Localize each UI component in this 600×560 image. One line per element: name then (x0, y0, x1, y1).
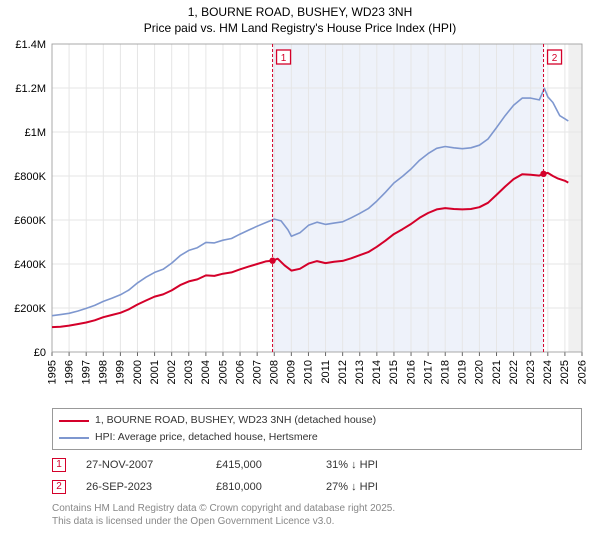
svg-text:1996: 1996 (63, 360, 75, 384)
svg-text:2010: 2010 (303, 360, 315, 384)
legend-label: HPI: Average price, detached house, Hert… (95, 429, 318, 446)
svg-text:1997: 1997 (80, 360, 92, 384)
title-block: 1, BOURNE ROAD, BUSHEY, WD23 3NH Price p… (0, 0, 600, 38)
event-marker: 1 (52, 458, 66, 472)
legend-row: 1, BOURNE ROAD, BUSHEY, WD23 3NH (detach… (59, 412, 575, 429)
svg-text:2019: 2019 (457, 360, 469, 384)
svg-text:2005: 2005 (217, 360, 229, 384)
event-date: 27-NOV-2007 (86, 459, 196, 471)
svg-text:2002: 2002 (166, 360, 178, 384)
svg-text:2020: 2020 (474, 360, 486, 384)
svg-text:1995: 1995 (46, 360, 58, 384)
svg-text:£200K: £200K (14, 303, 46, 315)
svg-text:2013: 2013 (354, 360, 366, 384)
svg-text:2011: 2011 (320, 360, 332, 384)
svg-text:1999: 1999 (115, 360, 127, 384)
svg-text:£600K: £600K (14, 215, 46, 227)
svg-text:£400K: £400K (14, 259, 46, 271)
svg-text:2006: 2006 (234, 360, 246, 384)
svg-text:1998: 1998 (98, 360, 110, 384)
footer-line2: This data is licensed under the Open Gov… (52, 515, 582, 529)
svg-text:2012: 2012 (337, 360, 349, 384)
chart-container: 1, BOURNE ROAD, BUSHEY, WD23 3NH Price p… (0, 0, 600, 560)
title-line1: 1, BOURNE ROAD, BUSHEY, WD23 3NH (0, 4, 600, 20)
svg-text:2016: 2016 (405, 360, 417, 384)
event-row: 1 27-NOV-2007 £415,000 31% ↓ HPI (52, 454, 582, 476)
svg-text:2023: 2023 (525, 360, 537, 384)
legend-row: HPI: Average price, detached house, Hert… (59, 429, 575, 446)
svg-text:2024: 2024 (542, 360, 554, 384)
svg-text:2021: 2021 (491, 360, 503, 384)
line-chart-svg: £0 £200K £400K £600K £800K £1M £1.2M £1.4M 1995 1… (0, 38, 600, 406)
svg-text:2001: 2001 (149, 360, 161, 384)
svg-text:£1.2M: £1.2M (15, 83, 46, 95)
legend-box: 1, BOURNE ROAD, BUSHEY, WD23 3NH (detach… (52, 408, 582, 450)
footer-text: Contains HM Land Registry data © Crown c… (52, 502, 582, 529)
footer-line1: Contains HM Land Registry data © Crown c… (52, 502, 582, 516)
event-marker: 2 (52, 480, 66, 494)
svg-text:2: 2 (552, 53, 558, 64)
svg-text:2000: 2000 (132, 360, 144, 384)
svg-text:2007: 2007 (251, 360, 263, 384)
event-row: 2 26-SEP-2023 £810,000 27% ↓ HPI (52, 476, 582, 498)
svg-text:1: 1 (281, 53, 287, 64)
svg-text:2009: 2009 (286, 360, 298, 384)
svg-text:2026: 2026 (576, 360, 588, 384)
event-pct: 31% ↓ HPI (326, 459, 426, 471)
event-date: 26-SEP-2023 (86, 481, 196, 493)
legend-label: 1, BOURNE ROAD, BUSHEY, WD23 3NH (detach… (95, 412, 376, 429)
title-line2: Price paid vs. HM Land Registry's House … (0, 20, 600, 36)
svg-text:£0: £0 (34, 347, 46, 359)
svg-text:£1.4M: £1.4M (15, 39, 46, 51)
svg-text:£1M: £1M (25, 127, 46, 139)
legend-swatch (59, 420, 89, 422)
svg-text:2018: 2018 (440, 360, 452, 384)
svg-text:2022: 2022 (508, 360, 520, 384)
svg-text:2004: 2004 (200, 360, 212, 384)
svg-text:2003: 2003 (183, 360, 195, 384)
event-price: £415,000 (216, 459, 306, 471)
svg-text:2017: 2017 (422, 360, 434, 384)
svg-text:2014: 2014 (371, 360, 383, 384)
events-table: 1 27-NOV-2007 £415,000 31% ↓ HPI 2 26-SEP-202… (52, 454, 582, 498)
svg-text:£800K: £800K (14, 171, 46, 183)
event-pct: 27% ↓ HPI (326, 481, 426, 493)
legend-swatch (59, 437, 89, 439)
chart-area: £0 £200K £400K £600K £800K £1M £1.2M £1.4M 1995 1… (0, 38, 600, 406)
svg-text:2015: 2015 (388, 360, 400, 384)
svg-text:2008: 2008 (269, 360, 281, 384)
event-price: £810,000 (216, 481, 306, 493)
svg-text:2025: 2025 (559, 360, 571, 384)
